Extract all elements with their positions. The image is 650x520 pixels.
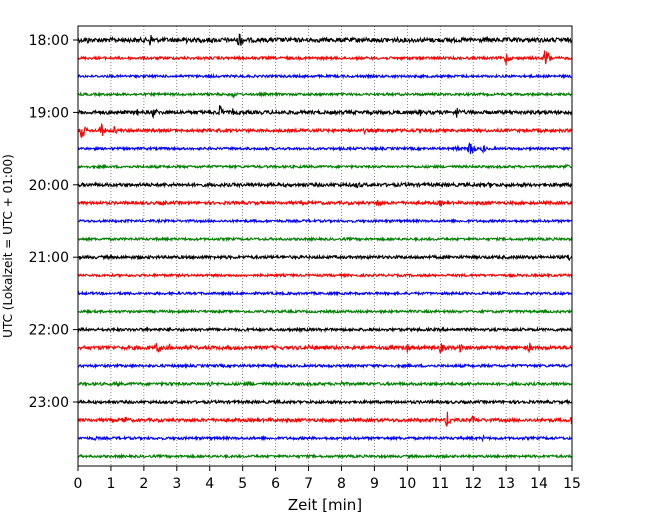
x-tick-label: 12 [464,476,482,492]
x-axis-ticks: 0 1 2 3 4 5 6 7 8 9 10 11 12 13 14 15 [74,466,581,492]
x-tick-label: 0 [74,476,83,492]
trace-2015 [77,199,573,207]
y-tick-label: 23:00 [29,395,69,411]
seismic-traces [77,33,573,460]
trace-2145 [77,308,573,315]
y-tick-label: 20:00 [29,178,69,194]
x-tick-label: 2 [139,476,148,492]
trace-2045 [77,235,573,243]
trace-2115 [77,272,573,279]
trace-2300 [77,398,573,406]
y-tick-label: 19:00 [29,105,69,121]
x-tick-label: 15 [563,476,581,492]
trace-2345 [77,452,573,460]
y-axis-ticks: 18:00 19:00 20:00 21:00 22:00 23:00 [29,33,78,411]
trace-2245 [77,380,573,388]
trace-1945 [77,163,573,170]
trace-2315 [77,411,573,427]
vertical-grid-lines [110,26,540,466]
trace-2230 [77,362,573,370]
trace-1815 [77,50,573,66]
x-tick-label: 10 [398,476,416,492]
x-tick-label: 6 [271,476,280,492]
x-tick-label: 4 [205,476,214,492]
x-tick-label: 5 [238,476,247,492]
x-tick-label: 1 [106,476,115,492]
trace-1845 [77,91,573,99]
plot-frame [77,25,573,467]
x-tick-label: 7 [304,476,313,492]
x-tick-label: 9 [370,476,379,492]
x-tick-label: 3 [172,476,181,492]
trace-1800 [77,33,573,46]
trace-2215 [77,342,573,354]
y-tick-label: 18:00 [29,33,69,49]
trace-1900 [77,105,573,120]
trace-1830 [77,72,573,80]
x-tick-label: 13 [497,476,515,492]
y-axis-label: UTC (Lokalzeit = UTC + 01:00) [1,154,15,338]
trace-2100 [77,253,573,262]
x-tick-label: 14 [530,476,548,492]
trace-2000 [77,180,573,189]
trace-2330 [77,434,573,443]
trace-2200 [77,326,573,334]
trace-1930 [77,142,573,155]
trace-2130 [77,290,573,297]
trace-1915 [77,122,573,138]
x-tick-label: 11 [431,476,449,492]
x-axis-label: Zeit [min] [288,496,362,514]
y-tick-label: 21:00 [29,250,69,266]
trace-2030 [77,217,573,225]
x-tick-label: 8 [337,476,346,492]
y-tick-label: 22:00 [29,323,69,339]
